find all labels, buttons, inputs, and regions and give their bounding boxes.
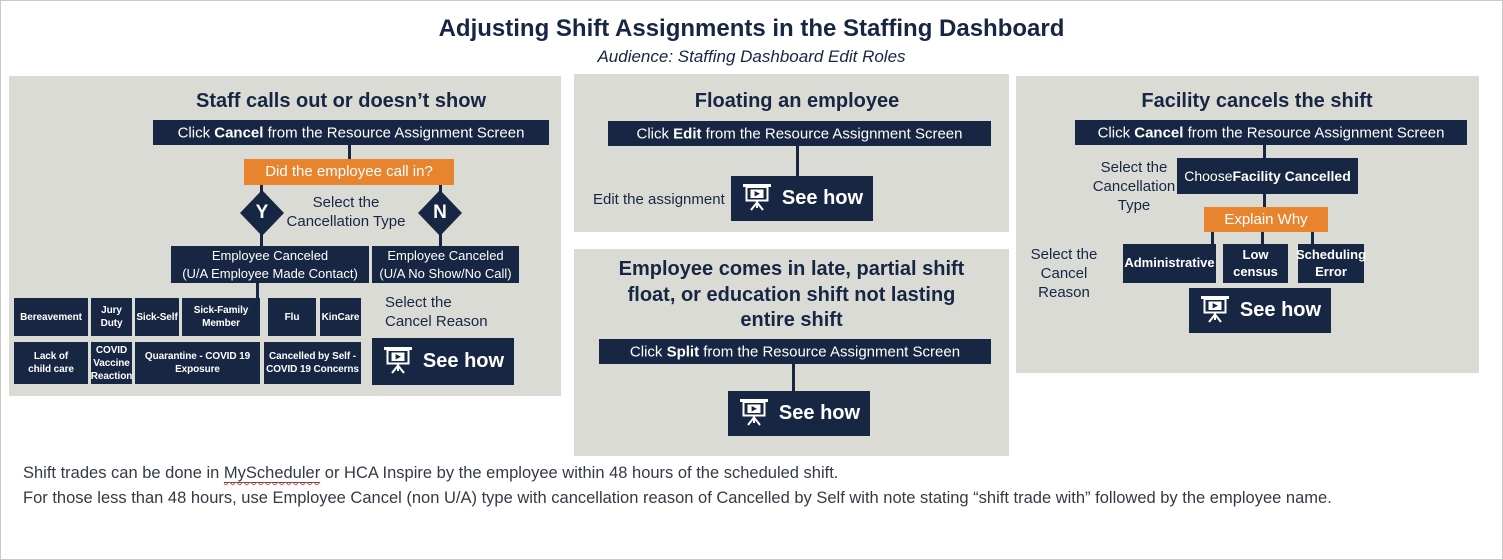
- page-title: Adjusting Shift Assignments in the Staff…: [438, 15, 1065, 42]
- connector: [256, 283, 259, 298]
- see-how-button-split[interactable]: See how: [728, 391, 870, 436]
- reason-cancelled-by-self: Cancelled by Self - COVID 19 Concerns: [264, 342, 361, 384]
- floating-action-pre: Click: [636, 125, 674, 143]
- split-action-bold: Split: [666, 343, 700, 361]
- reason-flu: Flu: [268, 298, 316, 336]
- facility-reason-administrative: Administrative: [1123, 244, 1216, 283]
- reason-sick-self: Sick-Self: [135, 298, 179, 336]
- facility-action-pre: Click: [1097, 124, 1135, 142]
- footer-line-2: For those less than 48 hours, use Employ…: [23, 489, 1332, 507]
- see-how-label: See how: [778, 402, 861, 424]
- split-action-pre: Click: [629, 343, 667, 361]
- facility-select-reason-label: Select the Cancel Reason: [1030, 246, 1098, 301]
- presentation-play-icon: [1199, 293, 1231, 328]
- presentation-play-icon: [741, 181, 773, 216]
- facility-action-post: from the Resource Assignment Screen: [1183, 124, 1445, 142]
- reason-kincare: KinCare: [320, 298, 361, 336]
- presentation-play-icon: [738, 396, 770, 431]
- select-cancellation-type-label: Select the Cancellation Type: [286, 194, 406, 230]
- reason-bereavement: Bereavement: [14, 298, 88, 336]
- connector: [348, 145, 351, 159]
- floating-action-bar: Click Edit from the Resource Assignment …: [608, 121, 991, 146]
- reason-quarantine: Quarantine - COVID 19 Exposure: [135, 342, 260, 384]
- panel-facility-title: Facility cancels the shift: [1141, 90, 1373, 112]
- reason-jury-duty: Jury Duty: [91, 298, 132, 336]
- see-how-label: See how: [422, 350, 505, 372]
- footer-line1-post: or HCA Inspire by the employee within 48…: [320, 464, 839, 482]
- footer-line1-pre: Shift trades can be done in: [23, 464, 224, 482]
- staff-action-bar: Click Cancel from the Resource Assignmen…: [153, 120, 549, 145]
- see-how-button-floating[interactable]: See how: [731, 176, 873, 221]
- staff-action-bold: Cancel: [214, 124, 264, 142]
- connector: [1211, 232, 1214, 244]
- select-cancel-reason-label: Select the Cancel Reason: [385, 294, 488, 330]
- see-how-button-facility[interactable]: See how: [1189, 288, 1331, 333]
- branch-employee-canceled-noshow: Employee Canceled (U/A No Show/No Call): [372, 246, 519, 283]
- footer-line-1: Shift trades can be done in MyScheduler …: [23, 464, 838, 483]
- choose-bold: Facility Cancelled: [1232, 167, 1351, 184]
- connector: [1311, 232, 1314, 244]
- reason-lack-childcare: Lack of child care: [14, 342, 88, 384]
- presentation-play-icon: [382, 344, 414, 379]
- floating-action-post: from the Resource Assignment Screen: [701, 125, 963, 143]
- branch-employee-canceled-contact: Employee Canceled (U/A Employee Made Con…: [171, 246, 369, 283]
- connector: [1263, 194, 1266, 207]
- choose-facility-cancelled-box: Choose Facility Cancelled: [1177, 158, 1358, 194]
- facility-reason-scheduling-error: Scheduling Error: [1296, 244, 1366, 283]
- connector: [1261, 232, 1264, 244]
- page-subtitle: Audience: Staffing Dashboard Edit Roles: [597, 47, 906, 66]
- explain-why-box: Explain Why: [1204, 207, 1328, 232]
- see-how-button-staff[interactable]: See how: [372, 338, 514, 385]
- edit-assignment-label: Edit the assignment: [593, 191, 725, 208]
- panel-split-title: Employee comes in late, partial shift fl…: [618, 258, 965, 332]
- split-action-post: from the Resource Assignment Screen: [699, 343, 961, 361]
- connector: [796, 146, 799, 176]
- reason-sick-family: Sick-Family Member: [182, 298, 260, 336]
- split-action-bar: Click Split from the Resource Assignment…: [599, 339, 991, 364]
- question-box: Did the employee call in?: [244, 159, 454, 185]
- panel-staff-callout-title: Staff calls out or doesn’t show: [195, 90, 487, 112]
- facility-action-bar: Click Cancel from the Resource Assignmen…: [1075, 120, 1467, 145]
- connector: [1263, 145, 1266, 158]
- floating-action-bold: Edit: [673, 125, 702, 143]
- facility-reason-low-census: Low census: [1223, 244, 1288, 283]
- facility-action-bold: Cancel: [1134, 124, 1184, 142]
- see-how-label: See how: [1239, 299, 1322, 321]
- facility-select-type-label: Select the Cancellation Type: [1092, 159, 1176, 214]
- see-how-label: See how: [781, 187, 864, 209]
- staff-action-post: from the Resource Assignment Screen: [263, 124, 525, 142]
- connector: [792, 364, 795, 391]
- myscheduler-word: MyScheduler: [223, 464, 321, 483]
- choose-pre: Choose: [1184, 167, 1233, 184]
- panel-floating-title: Floating an employee: [694, 90, 900, 112]
- reason-covid-vaccine: COVID Vaccine Reaction: [91, 342, 132, 384]
- staff-action-pre: Click: [177, 124, 215, 142]
